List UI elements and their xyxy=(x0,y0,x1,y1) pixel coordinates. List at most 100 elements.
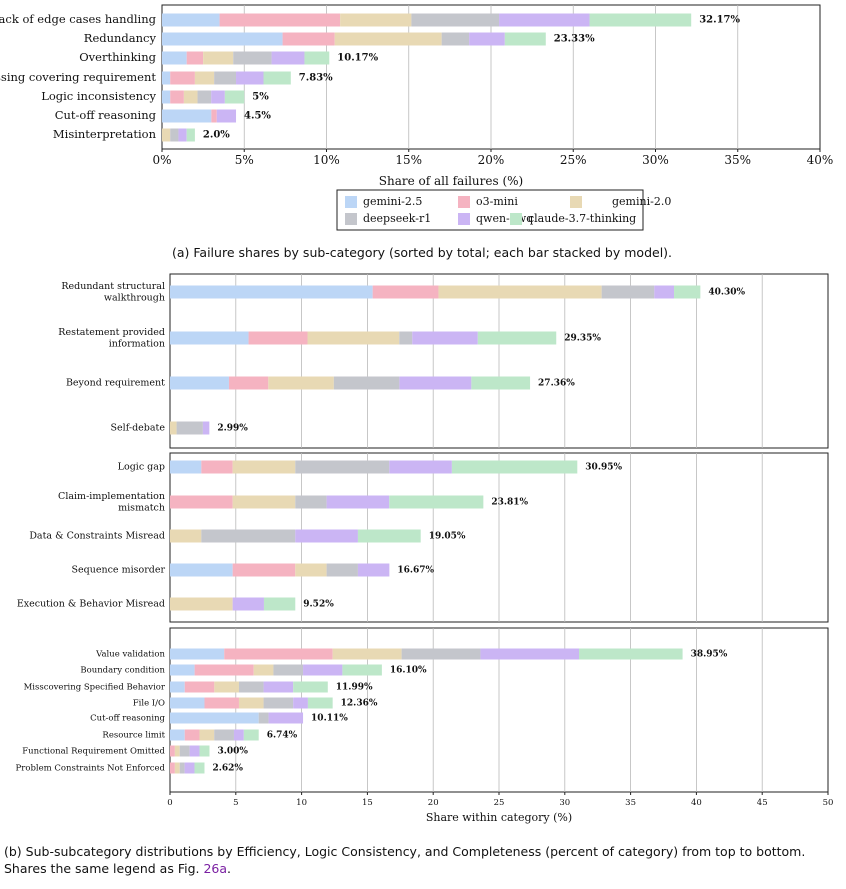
legend-item-gemini-2-0[interactable]: gemini-2.0 xyxy=(570,195,671,208)
bar-segment-o3-mini[interactable] xyxy=(170,71,195,85)
bar-segment-o3-mini[interactable] xyxy=(232,563,296,577)
bar-segment-o3-mini[interactable] xyxy=(170,762,175,774)
bar-segment-qwen-qwq[interactable] xyxy=(399,376,472,390)
bar-segment-claude-3-7-thinking[interactable] xyxy=(293,681,328,693)
bar-segment-deepseek-r1[interactable] xyxy=(601,285,655,299)
bar-segment-o3-mini[interactable] xyxy=(184,729,200,741)
bar-segment-gemini-2-5[interactable] xyxy=(162,13,220,27)
bar-segment-deepseek-r1[interactable] xyxy=(176,421,203,435)
legend-item-gemini-2-5[interactable]: gemini-2.5 xyxy=(345,195,422,208)
bar-segment-o3-mini[interactable] xyxy=(224,648,333,660)
bar-segment-gemini-2-0[interactable] xyxy=(174,745,180,757)
bar-segment-claude-3-7-thinking[interactable] xyxy=(243,729,259,741)
bar-segment-deepseek-r1[interactable] xyxy=(411,13,500,27)
bar-segment-gemini-2-5[interactable] xyxy=(170,460,202,474)
bar-segment-deepseek-r1[interactable] xyxy=(263,697,294,709)
bar-segment-gemini-2-0[interactable] xyxy=(268,376,334,390)
bar-segment-qwen-qwq[interactable] xyxy=(469,32,505,46)
bar-segment-gemini-2-0[interactable] xyxy=(295,563,327,577)
bar-segment-gemini-2-0[interactable] xyxy=(203,51,234,65)
bar-segment-gemini-2-5[interactable] xyxy=(162,109,212,123)
bar-segment-claude-3-7-thinking[interactable] xyxy=(263,597,296,611)
bar-segment-o3-mini[interactable] xyxy=(170,495,233,509)
bar-segment-o3-mini[interactable] xyxy=(211,109,217,123)
bar-segment-deepseek-r1[interactable] xyxy=(233,51,272,65)
bar-segment-deepseek-r1[interactable] xyxy=(201,529,296,543)
bar-segment-gemini-2-0[interactable] xyxy=(162,128,171,142)
bar-segment-gemini-2-5[interactable] xyxy=(170,729,185,741)
bar-segment-claude-3-7-thinking[interactable] xyxy=(471,376,531,390)
bar-segment-deepseek-r1[interactable] xyxy=(179,745,190,757)
bar-segment-qwen-qwq[interactable] xyxy=(232,597,264,611)
bar-segment-qwen-qwq[interactable] xyxy=(211,90,225,104)
bar-segment-o3-mini[interactable] xyxy=(201,460,233,474)
bar-segment-deepseek-r1[interactable] xyxy=(214,729,234,741)
bar-segment-deepseek-r1[interactable] xyxy=(441,32,470,46)
bar-segment-deepseek-r1[interactable] xyxy=(295,460,390,474)
bar-segment-gemini-2-0[interactable] xyxy=(334,32,442,46)
bar-segment-qwen-qwq[interactable] xyxy=(189,745,200,757)
bar-segment-gemini-2-5[interactable] xyxy=(162,71,171,85)
bar-segment-deepseek-r1[interactable] xyxy=(401,648,481,660)
bar-segment-claude-3-7-thinking[interactable] xyxy=(504,32,546,46)
bar-segment-deepseek-r1[interactable] xyxy=(295,495,327,509)
bar-segment-gemini-2-5[interactable] xyxy=(162,51,187,65)
bar-segment-claude-3-7-thinking[interactable] xyxy=(674,285,701,299)
bar-segment-qwen-qwq[interactable] xyxy=(303,664,343,676)
bar-segment-deepseek-r1[interactable] xyxy=(333,376,400,390)
bar-segment-claude-3-7-thinking[interactable] xyxy=(304,51,330,65)
bar-segment-gemini-2-0[interactable] xyxy=(332,648,402,660)
bar-segment-gemini-2-5[interactable] xyxy=(170,697,205,709)
bar-segment-deepseek-r1[interactable] xyxy=(238,681,264,693)
bar-segment-gemini-2-5[interactable] xyxy=(170,563,233,577)
bar-segment-qwen-qwq[interactable] xyxy=(236,71,264,85)
legend-item-o3-mini[interactable]: o3-mini xyxy=(458,195,518,208)
bar-segment-claude-3-7-thinking[interactable] xyxy=(451,460,578,474)
bar-segment-deepseek-r1[interactable] xyxy=(214,71,237,85)
bar-segment-claude-3-7-thinking[interactable] xyxy=(342,664,382,676)
bar-segment-qwen-qwq[interactable] xyxy=(295,529,358,543)
bar-segment-gemini-2-5[interactable] xyxy=(170,648,225,660)
bar-segment-deepseek-r1[interactable] xyxy=(179,762,185,774)
bar-segment-qwen-qwq[interactable] xyxy=(202,421,210,435)
bar-segment-o3-mini[interactable] xyxy=(372,285,439,299)
bar-segment-o3-mini[interactable] xyxy=(194,664,254,676)
bar-segment-o3-mini[interactable] xyxy=(204,697,239,709)
bar-segment-gemini-2-0[interactable] xyxy=(238,697,264,709)
bar-segment-claude-3-7-thinking[interactable] xyxy=(307,697,333,709)
bar-segment-qwen-qwq[interactable] xyxy=(499,13,590,27)
bar-segment-gemini-2-0[interactable] xyxy=(170,529,202,543)
bar-segment-claude-3-7-thinking[interactable] xyxy=(224,90,245,104)
bar-segment-gemini-2-0[interactable] xyxy=(340,13,412,27)
bar-segment-o3-mini[interactable] xyxy=(219,13,341,27)
bar-segment-o3-mini[interactable] xyxy=(186,51,204,65)
bar-segment-qwen-qwq[interactable] xyxy=(326,495,390,509)
bar-segment-qwen-qwq[interactable] xyxy=(357,563,390,577)
bar-segment-gemini-2-5[interactable] xyxy=(170,331,249,345)
bar-segment-gemini-2-0[interactable] xyxy=(183,90,198,104)
bar-segment-claude-3-7-thinking[interactable] xyxy=(186,128,195,142)
bar-segment-qwen-qwq[interactable] xyxy=(268,712,304,724)
bar-segment-gemini-2-0[interactable] xyxy=(438,285,602,299)
bar-segment-gemini-2-5[interactable] xyxy=(170,376,229,390)
bar-segment-qwen-qwq[interactable] xyxy=(654,285,675,299)
bar-segment-deepseek-r1[interactable] xyxy=(399,331,413,345)
bar-segment-claude-3-7-thinking[interactable] xyxy=(579,648,683,660)
bar-segment-qwen-qwq[interactable] xyxy=(178,128,187,142)
bar-segment-deepseek-r1[interactable] xyxy=(326,563,358,577)
bar-segment-qwen-qwq[interactable] xyxy=(271,51,305,65)
bar-segment-deepseek-r1[interactable] xyxy=(273,664,304,676)
legend-item-deepseek-r1[interactable]: deepseek-r1 xyxy=(345,212,431,225)
bar-segment-gemini-2-0[interactable] xyxy=(307,331,400,345)
bar-segment-gemini-2-0[interactable] xyxy=(253,664,274,676)
bar-segment-o3-mini[interactable] xyxy=(170,90,184,104)
bar-segment-qwen-qwq[interactable] xyxy=(293,697,308,709)
bar-segment-gemini-2-0[interactable] xyxy=(170,597,233,611)
bar-segment-o3-mini[interactable] xyxy=(248,331,308,345)
bar-segment-qwen-qwq[interactable] xyxy=(389,460,452,474)
bar-segment-claude-3-7-thinking[interactable] xyxy=(389,495,484,509)
bar-segment-deepseek-r1[interactable] xyxy=(170,128,179,142)
bar-segment-o3-mini[interactable] xyxy=(228,376,269,390)
bar-segment-gemini-2-5[interactable] xyxy=(162,90,171,104)
bar-segment-gemini-2-5[interactable] xyxy=(170,681,185,693)
